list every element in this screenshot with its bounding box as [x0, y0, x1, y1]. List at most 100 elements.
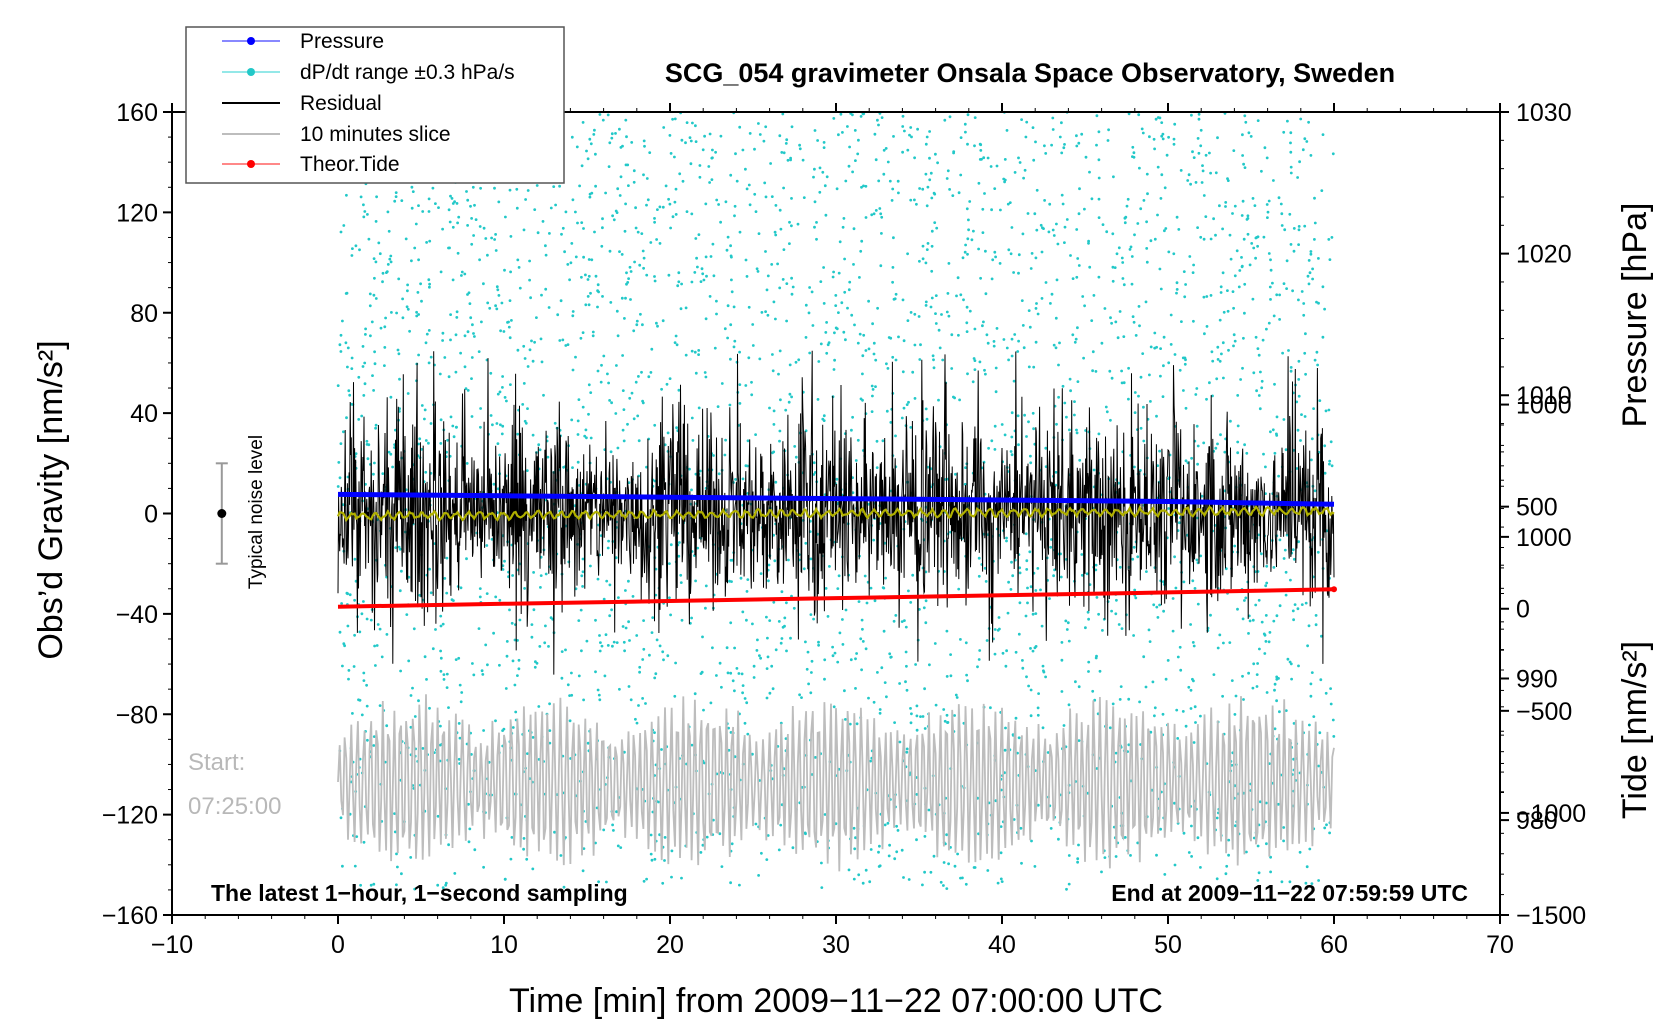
dpdt-point: [1152, 603, 1156, 607]
dpdt-point: [724, 438, 727, 442]
dpdt-point: [1101, 223, 1105, 227]
dpdt-point: [1252, 662, 1256, 666]
dpdt-point: [580, 574, 584, 578]
pressure-tick-label: 1020: [1516, 241, 1572, 269]
dpdt-point: [934, 152, 937, 156]
dpdt-point: [788, 392, 792, 396]
dpdt-point: [1222, 641, 1225, 645]
dpdt-point: [539, 574, 543, 577]
dpdt-point: [1289, 243, 1293, 246]
dpdt-point: [509, 235, 513, 238]
dpdt-point: [675, 343, 679, 347]
dpdt-point: [961, 256, 965, 260]
dpdt-point: [900, 848, 904, 852]
dpdt-point: [1280, 224, 1284, 227]
dpdt-point: [782, 248, 786, 252]
dpdt-point: [1153, 706, 1157, 710]
dpdt-point: [496, 487, 500, 491]
dpdt-point: [954, 693, 958, 697]
dpdt-point: [1031, 649, 1035, 653]
dpdt-point: [718, 661, 722, 665]
dpdt-point: [981, 231, 985, 235]
dpdt-point: [570, 693, 574, 697]
dpdt-point: [817, 360, 821, 363]
dpdt-point: [1033, 212, 1037, 216]
dpdt-point: [372, 389, 375, 392]
dpdt-point: [851, 170, 854, 174]
dpdt-point: [990, 439, 994, 443]
x-tick-label: 60: [1320, 931, 1348, 959]
dpdt-point: [494, 304, 497, 308]
dpdt-point: [903, 129, 906, 133]
dpdt-point: [970, 238, 974, 242]
dpdt-point: [945, 177, 949, 180]
dpdt-point: [1017, 339, 1020, 343]
dpdt-point: [642, 266, 645, 270]
dpdt-point: [1272, 314, 1276, 318]
dpdt-point: [544, 244, 547, 248]
dpdt-point: [473, 335, 476, 338]
dpdt-point: [727, 726, 730, 730]
dpdt-point: [494, 233, 497, 236]
dpdt-point: [883, 823, 887, 827]
dpdt-point: [846, 125, 849, 128]
dpdt-point: [1285, 533, 1289, 537]
dpdt-point: [614, 412, 618, 415]
dpdt-point: [812, 461, 816, 465]
dpdt-point: [913, 343, 917, 347]
dpdt-point: [542, 393, 545, 397]
tide-line: [337, 587, 1335, 609]
dpdt-point: [751, 344, 755, 347]
dpdt-point: [1297, 298, 1300, 302]
dpdt-point: [1310, 437, 1314, 441]
dpdt-point: [1097, 275, 1101, 279]
dpdt-point: [1154, 117, 1158, 121]
dpdt-point: [916, 127, 919, 131]
dpdt-point: [587, 383, 591, 387]
dpdt-point: [362, 840, 366, 844]
dpdt-point: [1044, 152, 1048, 155]
dpdt-point: [918, 608, 921, 611]
dpdt-point: [776, 262, 779, 266]
dpdt-point: [959, 136, 963, 140]
dpdt-point: [1201, 164, 1204, 168]
dpdt-point: [634, 226, 638, 230]
dpdt-point: [766, 313, 770, 317]
dpdt-point: [853, 323, 856, 327]
dpdt-point: [1029, 647, 1032, 650]
dpdt-point: [1279, 202, 1283, 206]
dpdt-point: [1282, 557, 1286, 560]
dpdt-point: [496, 392, 500, 396]
dpdt-point: [957, 587, 961, 591]
dpdt-point: [701, 148, 705, 152]
dpdt-point: [413, 246, 417, 250]
dpdt-point: [663, 443, 667, 447]
dpdt-point: [497, 200, 501, 204]
dpdt-point: [1137, 394, 1140, 398]
dpdt-point: [1176, 737, 1180, 740]
dpdt-point: [397, 352, 401, 356]
dpdt-point: [690, 280, 694, 284]
dpdt-point: [1184, 724, 1188, 728]
tide-tick-label: 0: [1516, 596, 1530, 624]
dpdt-point: [515, 206, 519, 210]
dpdt-point: [479, 186, 482, 190]
dpdt-point: [717, 203, 720, 206]
dpdt-point: [1063, 241, 1066, 245]
dpdt-point: [1284, 448, 1288, 452]
dpdt-point: [741, 148, 745, 152]
dpdt-point: [601, 295, 604, 298]
dpdt-point: [1204, 215, 1208, 219]
dpdt-point: [878, 207, 882, 210]
dpdt-point: [1145, 172, 1149, 176]
dpdt-point: [1320, 634, 1323, 638]
dpdt-point: [956, 276, 960, 280]
dpdt-point: [884, 576, 887, 580]
dpdt-point: [1065, 628, 1069, 631]
dpdt-point: [590, 191, 594, 195]
dpdt-point: [1315, 350, 1319, 354]
dpdt-point: [1131, 557, 1135, 561]
dpdt-point: [921, 883, 924, 887]
dpdt-point: [907, 400, 910, 404]
dpdt-point: [441, 622, 445, 626]
